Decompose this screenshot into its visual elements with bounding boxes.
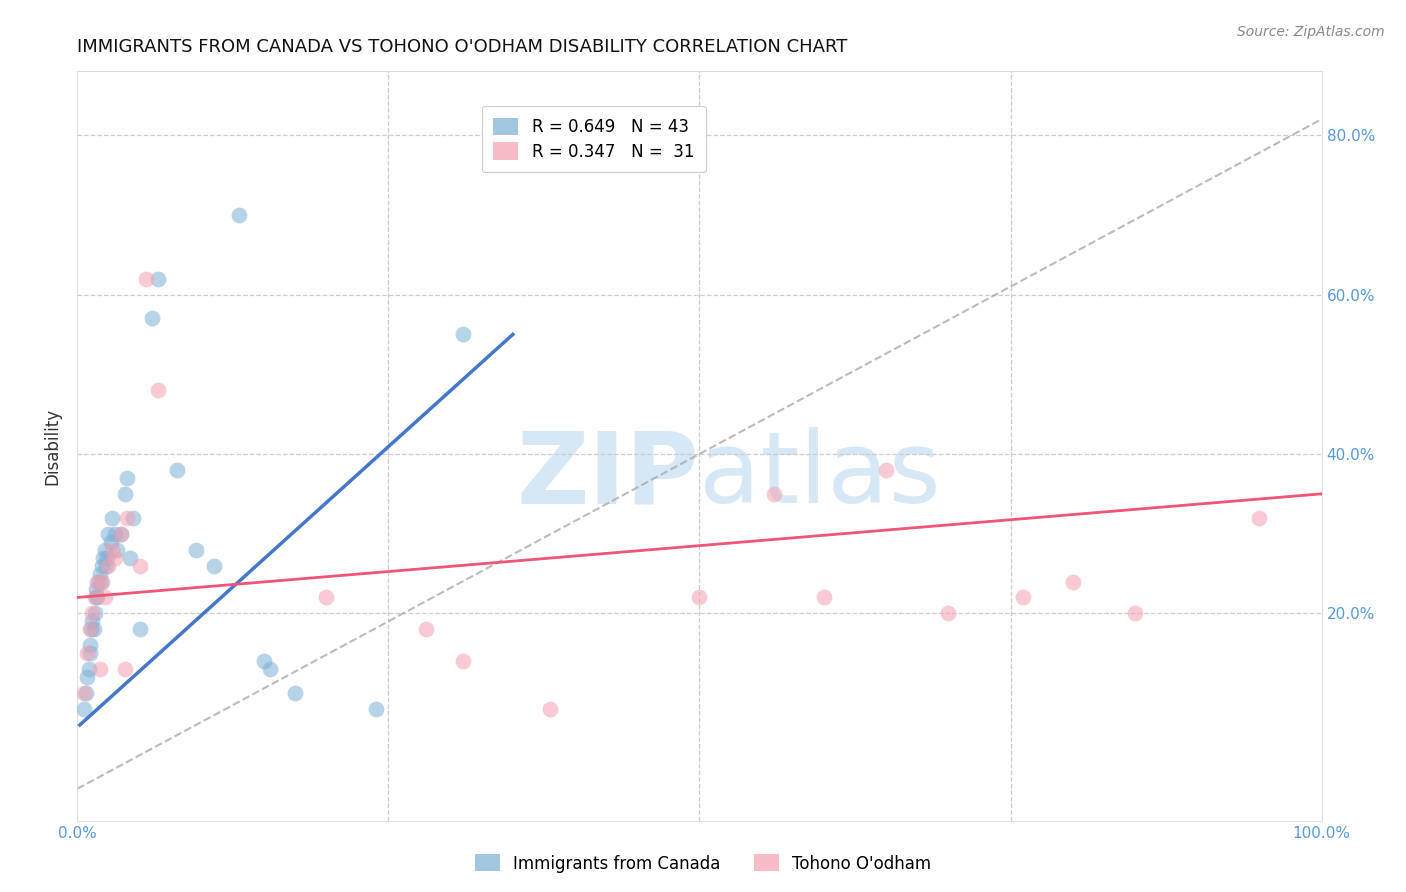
Text: atlas: atlas [700, 427, 941, 524]
Point [763, 487, 786, 501]
Point [91, 574, 114, 589]
Point [315, 591, 337, 605]
Point [104, 526, 127, 541]
Point [135, 271, 157, 285]
Point [105, 542, 128, 557]
Point [451, 327, 474, 342]
Point [115, 510, 138, 524]
Point [79, 623, 101, 637]
Point [1012, 591, 1035, 605]
Point [89, 662, 111, 676]
Point [148, 271, 170, 285]
Point [96, 550, 118, 565]
Point [284, 686, 307, 700]
Point [228, 208, 250, 222]
Text: ZIP: ZIP [516, 427, 700, 524]
Point [86, 591, 108, 605]
Point [83, 591, 105, 605]
Point [79, 646, 101, 660]
Point [75, 686, 97, 700]
Point [110, 526, 132, 541]
Point [83, 607, 105, 621]
Point [689, 591, 711, 605]
Point [91, 558, 114, 573]
Legend: R = 0.649   N = 43, R = 0.347   N =  31: R = 0.649 N = 43, R = 0.347 N = 31 [482, 106, 706, 172]
Point [141, 311, 163, 326]
Point [813, 591, 835, 605]
Point [253, 654, 276, 668]
Point [128, 558, 150, 573]
Text: IMMIGRANTS FROM CANADA VS TOHONO O'ODHAM DISABILITY CORRELATION CHART: IMMIGRANTS FROM CANADA VS TOHONO O'ODHAM… [77, 38, 848, 56]
Point [110, 526, 132, 541]
Point [259, 662, 281, 676]
Point [451, 654, 474, 668]
Point [936, 607, 959, 621]
Point [79, 638, 101, 652]
Point [72, 702, 94, 716]
Point [86, 574, 108, 589]
Point [84, 591, 107, 605]
Point [93, 550, 115, 565]
Legend: Immigrants from Canada, Tohono O'odham: Immigrants from Canada, Tohono O'odham [468, 847, 938, 880]
Point [1062, 574, 1084, 589]
Point [538, 702, 561, 716]
Point [93, 542, 115, 557]
Point [87, 574, 110, 589]
Point [875, 463, 897, 477]
Point [415, 623, 437, 637]
Point [166, 463, 188, 477]
Point [148, 383, 170, 397]
Point [184, 542, 207, 557]
Point [83, 623, 105, 637]
Point [1123, 607, 1146, 621]
Point [93, 591, 115, 605]
Point [115, 471, 138, 485]
Point [104, 550, 127, 565]
Point [1249, 510, 1271, 524]
Point [100, 534, 122, 549]
Point [72, 686, 94, 700]
Point [97, 558, 120, 573]
Point [101, 510, 124, 524]
Point [114, 662, 136, 676]
Point [114, 487, 136, 501]
Point [118, 550, 141, 565]
Point [84, 582, 107, 597]
Y-axis label: Disability: Disability [44, 408, 62, 484]
Text: Source: ZipAtlas.com: Source: ZipAtlas.com [1237, 25, 1385, 39]
Point [82, 615, 104, 629]
Point [94, 558, 117, 573]
Point [80, 623, 103, 637]
Point [202, 558, 225, 573]
Point [89, 566, 111, 581]
Point [77, 662, 100, 676]
Point [82, 607, 104, 621]
Point [122, 510, 145, 524]
Point [364, 702, 387, 716]
Point [76, 670, 98, 684]
Point [97, 526, 120, 541]
Point [128, 623, 150, 637]
Point [101, 542, 124, 557]
Point [76, 646, 98, 660]
Point [90, 574, 112, 589]
